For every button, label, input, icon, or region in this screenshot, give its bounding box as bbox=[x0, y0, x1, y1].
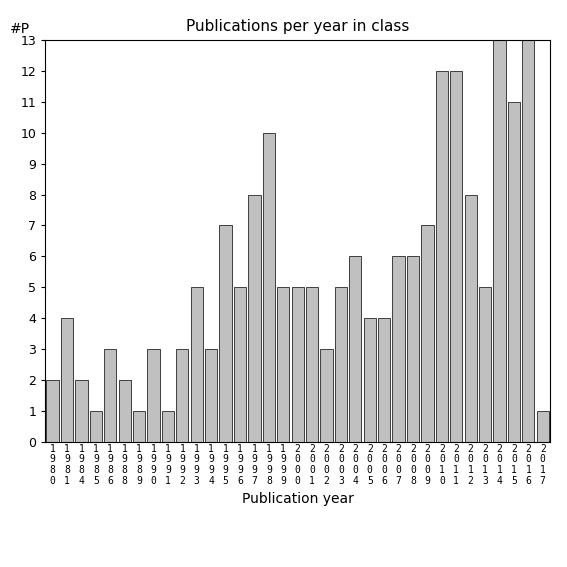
Bar bbox=[104, 349, 116, 442]
Bar bbox=[349, 256, 362, 442]
Bar bbox=[392, 256, 405, 442]
Bar bbox=[479, 287, 491, 442]
Bar bbox=[306, 287, 318, 442]
Bar bbox=[162, 411, 174, 442]
Bar bbox=[90, 411, 102, 442]
Bar bbox=[378, 319, 390, 442]
Bar bbox=[133, 411, 145, 442]
Bar bbox=[508, 101, 520, 442]
Bar bbox=[176, 349, 188, 442]
Bar bbox=[291, 287, 304, 442]
Text: #P: #P bbox=[10, 22, 30, 36]
Bar bbox=[147, 349, 160, 442]
Bar bbox=[191, 287, 203, 442]
Bar bbox=[363, 319, 376, 442]
Bar bbox=[435, 71, 448, 442]
X-axis label: Publication year: Publication year bbox=[242, 492, 354, 506]
Bar bbox=[421, 226, 434, 442]
Bar bbox=[407, 256, 419, 442]
Bar bbox=[205, 349, 217, 442]
Bar bbox=[335, 287, 347, 442]
Bar bbox=[263, 133, 275, 442]
Bar bbox=[450, 71, 463, 442]
Title: Publications per year in class: Publications per year in class bbox=[186, 19, 409, 35]
Bar bbox=[234, 287, 246, 442]
Bar bbox=[219, 226, 232, 442]
Bar bbox=[522, 40, 535, 442]
Bar bbox=[493, 40, 506, 442]
Bar bbox=[75, 380, 87, 442]
Bar bbox=[46, 380, 59, 442]
Bar bbox=[277, 287, 289, 442]
Bar bbox=[248, 194, 261, 442]
Bar bbox=[61, 319, 73, 442]
Bar bbox=[320, 349, 333, 442]
Bar bbox=[464, 194, 477, 442]
Bar bbox=[536, 411, 549, 442]
Bar bbox=[119, 380, 131, 442]
